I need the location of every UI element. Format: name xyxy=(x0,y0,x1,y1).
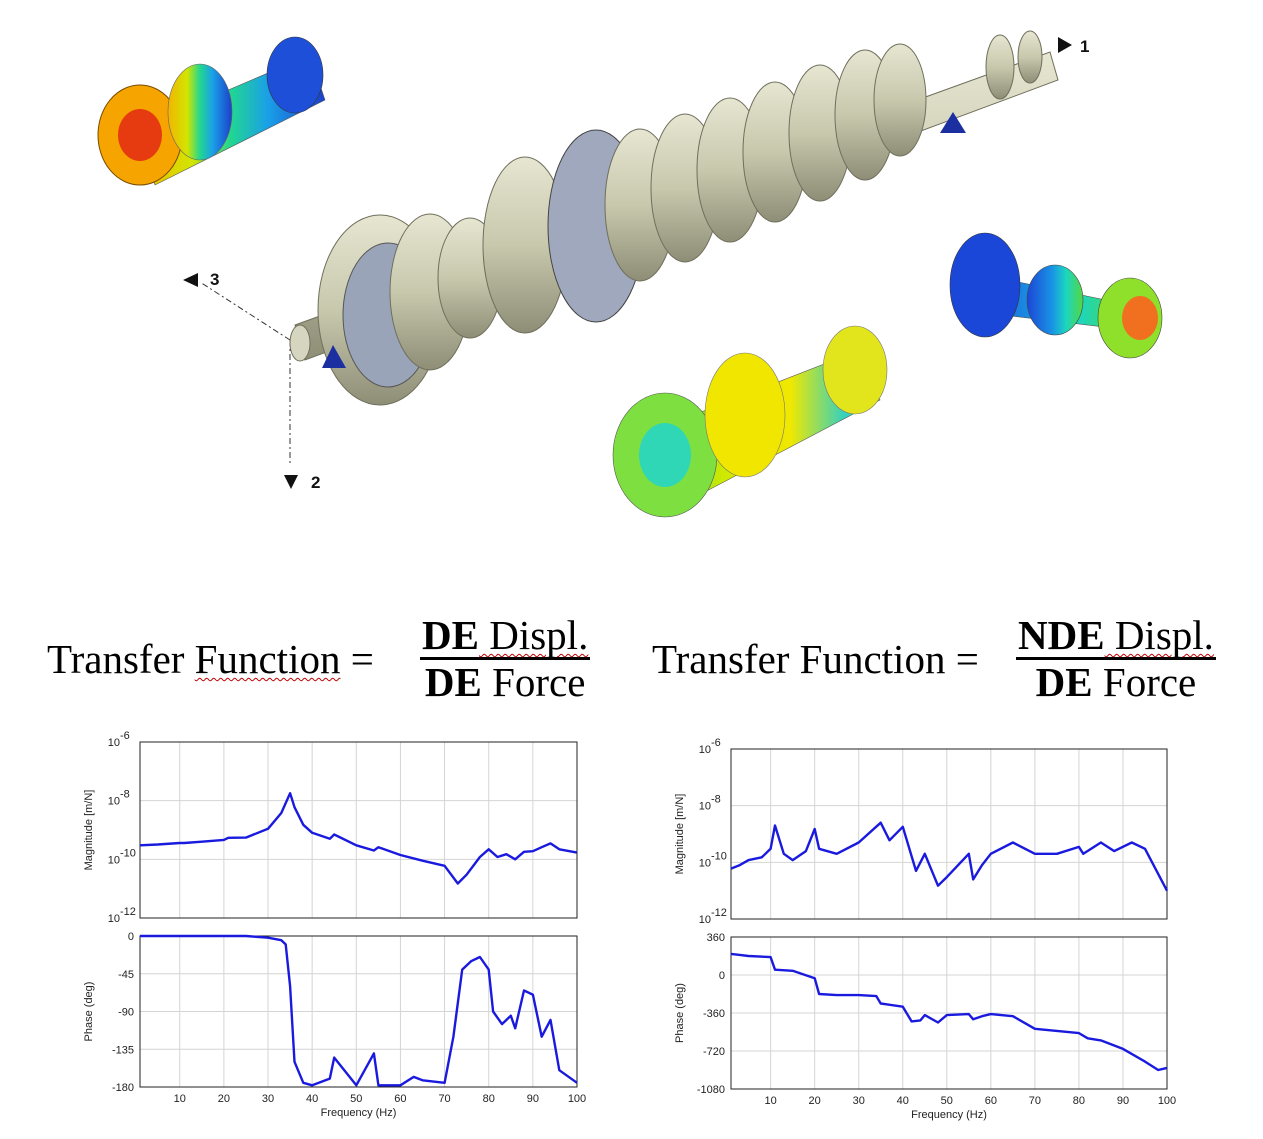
y-tick-label: -360 xyxy=(703,1008,725,1020)
y-axis-label: Magnitude [m/N] xyxy=(83,790,95,871)
x-tick-label: 20 xyxy=(218,1093,230,1105)
plot-frame xyxy=(139,741,578,919)
y-tick-exponent: -10 xyxy=(120,847,136,859)
axis-2-label: 2 xyxy=(311,473,320,492)
equation-numerator: DE Displ. xyxy=(420,612,591,660)
equation-denominator: DE Force xyxy=(1035,659,1197,705)
x-tick-label: 80 xyxy=(483,1093,495,1105)
subplot-2: 0 -45 -90 -135 -180 10 20 30 40 50 60 70 80 90 100 Freq… xyxy=(83,931,586,1119)
equation-lhs: Transfer Function = xyxy=(652,636,979,682)
y-tick-exponent: -6 xyxy=(711,737,721,749)
plot-frame xyxy=(730,936,1168,1090)
x-tick-label: 70 xyxy=(1029,1095,1041,1107)
x-tick-label: 60 xyxy=(394,1093,406,1105)
equation-fraction: DE Displ. DE Force xyxy=(420,612,591,705)
bearing-de-icon xyxy=(322,345,346,368)
equation-fraction: NDE Displ. DE Force xyxy=(1016,613,1216,704)
x-tick-label: 50 xyxy=(941,1095,953,1107)
x-tick-label: 100 xyxy=(568,1093,586,1105)
response-curve xyxy=(730,821,1169,892)
x-tick-label: 30 xyxy=(262,1093,274,1105)
equation-lhs: Transfer Function = xyxy=(47,636,374,682)
y-tick-label: -1080 xyxy=(697,1084,725,1096)
y-tick-label: 10 xyxy=(699,801,711,813)
y-tick-label: 10 xyxy=(699,857,711,869)
y-tick-label: -135 xyxy=(112,1044,134,1056)
axis-2-arrow xyxy=(284,475,298,489)
bearing-nde-icon xyxy=(940,112,966,133)
mode-shape-3 xyxy=(612,325,888,518)
transfer-function-nde: Transfer Function = NDE Displ. DE Force xyxy=(630,610,1263,720)
x-tick-label: 90 xyxy=(1117,1095,1129,1107)
x-tick-label: 10 xyxy=(174,1093,186,1105)
y-tick-label: -720 xyxy=(703,1046,725,1058)
response-curve xyxy=(140,934,578,1087)
x-tick-label: 70 xyxy=(438,1093,450,1105)
rotor-shaft xyxy=(289,30,1059,406)
y-tick-label: 10 xyxy=(699,744,711,756)
y-tick-label: -180 xyxy=(112,1082,134,1094)
equation-numerator: NDE Displ. xyxy=(1016,612,1216,660)
y-tick-exponent: -8 xyxy=(120,789,130,801)
y-tick-label: 0 xyxy=(719,970,725,982)
y-axis-label: Phase (deg) xyxy=(83,982,95,1042)
y-tick-exponent: -12 xyxy=(711,907,727,919)
y-tick-label: 10 xyxy=(108,796,120,808)
equation-denominator: DE Force xyxy=(424,659,586,705)
y-tick-exponent: -10 xyxy=(711,850,727,862)
y-tick-label: -45 xyxy=(118,969,134,981)
mode-shape-2 xyxy=(949,232,1163,359)
rotor-illustration: 3 2 1 xyxy=(97,30,1163,518)
subplot-4: 360 0 -360 -720 -1080 10 20 30 40 50 60 70 80 90 100 Fr… xyxy=(674,932,1176,1121)
y-tick-exponent: -8 xyxy=(711,794,721,806)
x-tick-label: 40 xyxy=(306,1093,318,1105)
y-tick-label: 10 xyxy=(108,737,120,749)
y-tick-label: 10 xyxy=(699,914,711,926)
y-axis-label: Magnitude [m/N] xyxy=(674,794,686,875)
x-tick-label: 100 xyxy=(1158,1095,1176,1107)
x-axis-label: Frequency (Hz) xyxy=(911,1109,987,1121)
x-tick-label: 20 xyxy=(809,1095,821,1107)
x-tick-label: 60 xyxy=(985,1095,997,1107)
coordinate-axes xyxy=(199,281,291,465)
y-tick-label: 360 xyxy=(707,932,725,944)
axis-3-label: 3 xyxy=(210,270,219,289)
transfer-function-de: Transfer Function = DE Displ. DE Force xyxy=(0,610,620,720)
y-axis-label: Phase (deg) xyxy=(674,983,686,1043)
x-axis-label: Frequency (Hz) xyxy=(321,1107,397,1119)
y-tick-label: -90 xyxy=(118,1007,134,1019)
response-curve xyxy=(730,952,1168,1072)
y-tick-exponent: -12 xyxy=(120,906,136,918)
x-tick-label: 10 xyxy=(765,1095,777,1107)
y-tick-label: 0 xyxy=(128,931,134,943)
y-tick-label: 10 xyxy=(108,913,120,925)
x-tick-label: 30 xyxy=(853,1095,865,1107)
axis-1-label: 1 xyxy=(1080,37,1089,56)
y-tick-label: 10 xyxy=(108,854,120,866)
axis-1-arrow xyxy=(1058,37,1072,53)
x-tick-label: 40 xyxy=(897,1095,909,1107)
plot-frame xyxy=(730,748,1168,920)
y-tick-exponent: -6 xyxy=(120,730,130,742)
x-tick-label: 90 xyxy=(527,1093,539,1105)
x-tick-label: 80 xyxy=(1073,1095,1085,1107)
response-curve xyxy=(139,791,578,885)
axis-3-arrow xyxy=(183,273,198,287)
mode-shape-1 xyxy=(97,36,326,186)
x-tick-label: 50 xyxy=(350,1093,362,1105)
plot-frame xyxy=(139,935,578,1088)
